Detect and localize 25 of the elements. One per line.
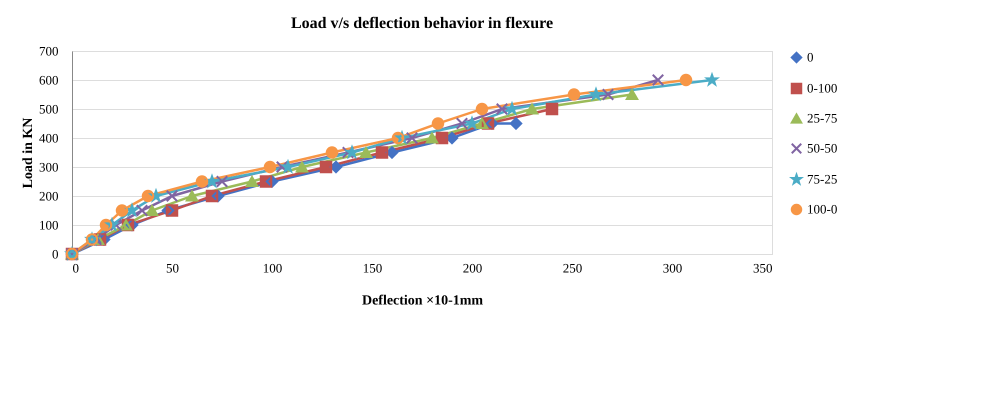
y-tick-label: 600 — [39, 72, 58, 88]
legend-label: 75-25 — [807, 172, 838, 186]
legend-label: 100-0 — [807, 202, 838, 216]
x-tick-label: 100 — [262, 260, 282, 276]
x-tick-label: 150 — [362, 260, 382, 276]
y-tick-label: 400 — [39, 130, 58, 146]
x-axis-title: Deflection ×10-1mm — [362, 294, 484, 308]
y-tick-label: 0 — [52, 246, 58, 262]
y-tick-label: 500 — [39, 102, 58, 116]
x-tick-label: 300 — [662, 260, 682, 276]
y-tick-label: 700 — [39, 44, 58, 58]
y-tick-label: 300 — [39, 160, 58, 174]
y-tick-label: 100 — [39, 218, 58, 232]
chart-title: Load v/s deflection behavior in flexure — [290, 15, 554, 32]
y-tick-label: 200 — [39, 188, 58, 204]
x-tick-label: 50 — [166, 260, 179, 276]
legend-label: 0 — [807, 50, 814, 64]
x-tick-label: 200 — [462, 260, 482, 276]
x-tick-label: 0 — [72, 260, 79, 276]
legend-label: 50-50 — [807, 140, 838, 156]
x-tick-label: 250 — [562, 260, 582, 276]
legend-label: 25-75 — [807, 110, 838, 126]
y-axis-title: Load in KN — [21, 118, 36, 188]
legend-label: 0-100 — [807, 80, 838, 96]
x-tick-label: 350 — [753, 260, 772, 276]
